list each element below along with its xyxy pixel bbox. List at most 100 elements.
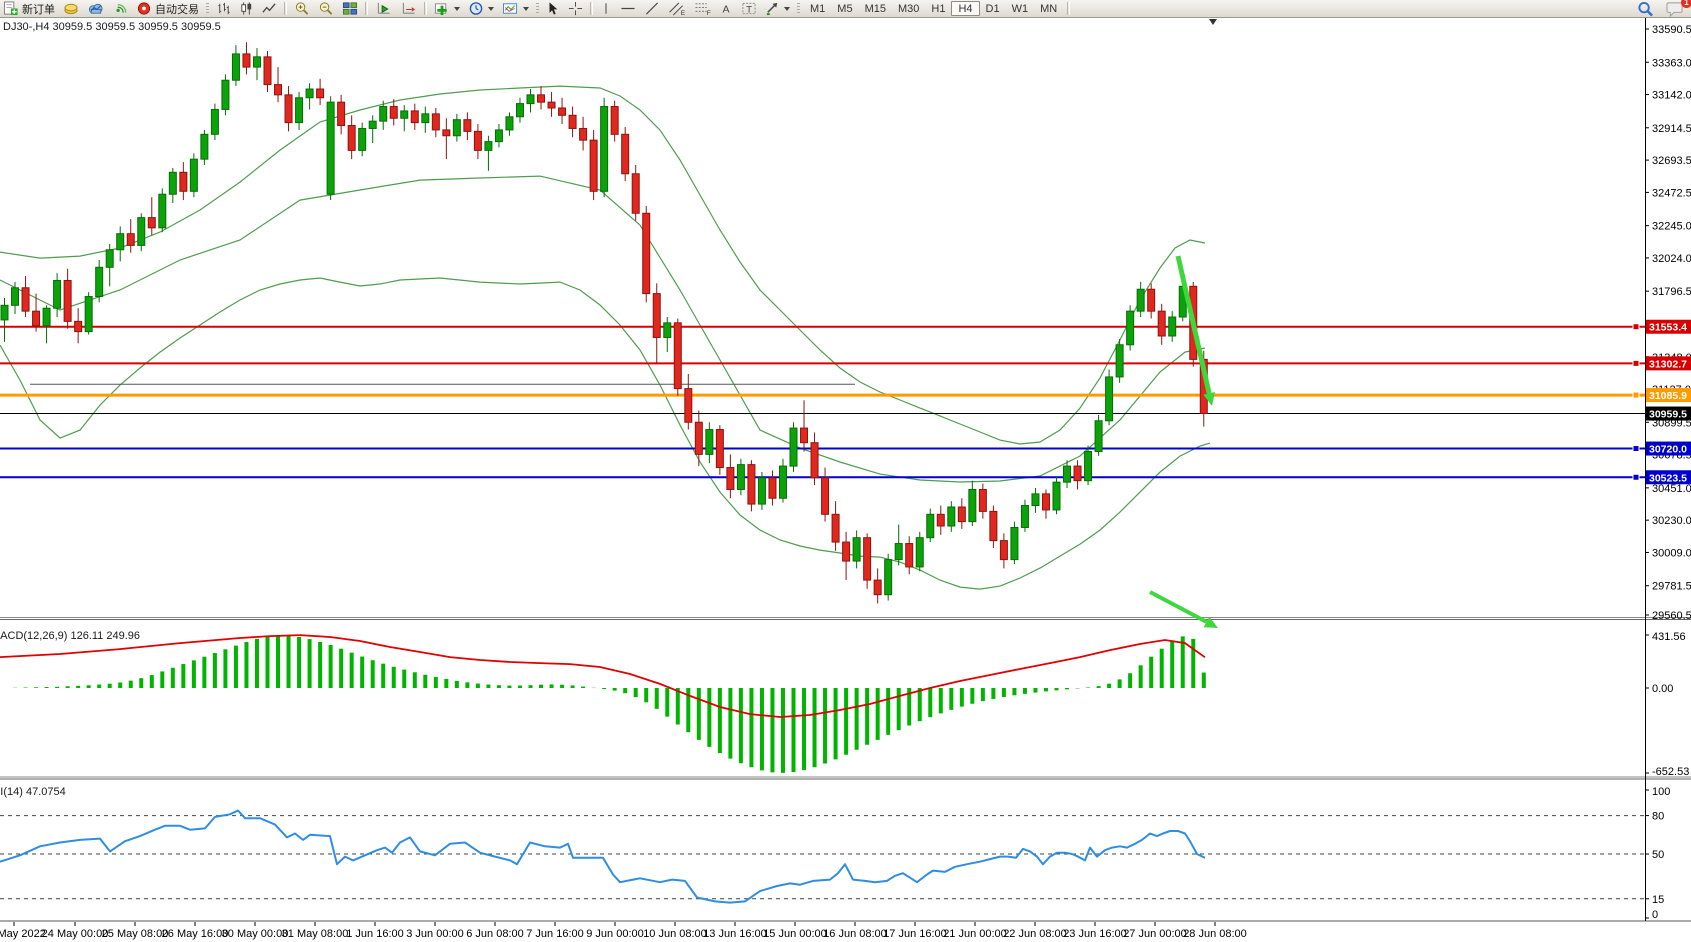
- text-label-icon: T: [742, 2, 756, 14]
- hline-marker[interactable]: [1632, 323, 1640, 331]
- text-button[interactable]: A: [717, 1, 736, 16]
- candle-body: [295, 97, 304, 124]
- candle-body: [389, 106, 398, 119]
- tf-button-M15[interactable]: M15: [864, 2, 886, 15]
- candle-body: [789, 427, 798, 467]
- candle-body: [1020, 505, 1029, 528]
- candle-body: [158, 193, 167, 229]
- dropdown-caret: [784, 6, 790, 11]
- vertical-line-button[interactable]: [597, 1, 615, 16]
- tf-button-W1[interactable]: W1: [1011, 2, 1029, 15]
- date-tick-label: 3 Jun 00:00: [406, 928, 464, 940]
- tf-button-H4[interactable]: H4: [951, 1, 980, 16]
- arrows-button[interactable]: [762, 1, 793, 16]
- tf-button-D1[interactable]: D1: [985, 2, 1000, 15]
- candle-body: [621, 133, 630, 175]
- candle-body: [189, 158, 198, 192]
- candle-body: [1041, 493, 1050, 511]
- price-badge: [1646, 406, 1691, 421]
- candle-body: [400, 110, 409, 119]
- candle-body: [473, 130, 482, 151]
- zoom-out-button[interactable]: [315, 1, 337, 16]
- chart-shift-button[interactable]: [397, 1, 420, 16]
- candle-body: [210, 108, 219, 135]
- channel-icon: E: [669, 2, 686, 16]
- line-chart-button[interactable]: [259, 1, 280, 16]
- candle-body: [642, 212, 651, 295]
- trend-arrow[interactable]: [1175, 255, 1212, 394]
- candle-body: [515, 103, 524, 118]
- candle-body: [926, 513, 935, 539]
- macd-tick-label: 431.56: [1652, 631, 1686, 643]
- candle-body: [347, 125, 356, 151]
- candle-body: [1094, 420, 1103, 452]
- tile-windows-button[interactable]: [339, 1, 361, 16]
- market-watch-button[interactable]: [84, 1, 107, 16]
- autotrading-button[interactable]: 自动交易: [133, 1, 202, 16]
- indicators-button[interactable]: [431, 1, 463, 16]
- price-badge-label: 30720.0: [1649, 444, 1687, 456]
- auto-scroll-button[interactable]: [372, 1, 395, 16]
- candle-body: [1147, 288, 1156, 312]
- rsi-tick-label: 15: [1652, 894, 1664, 906]
- crosshair-button[interactable]: [565, 1, 586, 16]
- hline-marker[interactable]: [1632, 445, 1640, 453]
- tf-button-H1[interactable]: H1: [931, 2, 946, 15]
- candle-body: [274, 84, 283, 96]
- periods-button[interactable]: [465, 1, 497, 16]
- candle-body: [231, 53, 240, 81]
- tf-button-M1[interactable]: M1: [810, 2, 826, 15]
- hline-marker[interactable]: [1632, 391, 1640, 399]
- chat-button[interactable]: 1: [1663, 0, 1691, 17]
- candle-body: [684, 388, 693, 423]
- trendline-button[interactable]: [641, 1, 663, 16]
- candle-body: [263, 56, 272, 86]
- toolbar-separator: [365, 2, 368, 15]
- price-badge: [1646, 470, 1691, 485]
- date-tick-label: 16 Jun 08:00: [823, 928, 887, 940]
- candlestick-chart-button[interactable]: [236, 1, 257, 16]
- tf-button-MN[interactable]: MN: [1040, 2, 1058, 15]
- hline-marker[interactable]: [1632, 473, 1640, 481]
- trend-arrow-head[interactable]: [1203, 392, 1215, 406]
- candle-body: [989, 510, 998, 542]
- new-order-button[interactable]: 新订单: [0, 1, 58, 16]
- fibonacci-button[interactable]: F: [691, 1, 715, 16]
- cloud-chart-icon: [88, 3, 103, 14]
- chart-shift-marker[interactable]: [1209, 19, 1217, 25]
- price-tick-label: 30451.0: [1652, 483, 1691, 495]
- deposit-button[interactable]: [60, 1, 82, 16]
- candle-body: [600, 106, 609, 192]
- search-button[interactable]: [1634, 1, 1657, 16]
- hline-marker[interactable]: [1632, 359, 1640, 367]
- zoom-in-button[interactable]: [291, 1, 313, 16]
- candle-body: [757, 477, 766, 505]
- candle-body: [116, 233, 125, 251]
- date-tick-label: 22 Jun 08:00: [1003, 928, 1067, 940]
- indicators-icon: [434, 3, 447, 16]
- candle-body: [21, 287, 30, 312]
- signals-button[interactable]: [109, 1, 131, 16]
- candle-body: [84, 296, 93, 333]
- tile-windows-icon: [342, 2, 358, 15]
- tf-button-M30[interactable]: M30: [897, 2, 920, 15]
- date-tick-label: 30 May 00:00: [222, 928, 289, 940]
- templates-button[interactable]: [499, 1, 532, 16]
- trend-arrow-head[interactable]: [1203, 616, 1218, 628]
- cursor-button[interactable]: [543, 1, 563, 16]
- candle-body: [547, 101, 556, 109]
- macd-tick-label: -652.53: [1652, 766, 1689, 778]
- text-label-button[interactable]: T: [738, 1, 760, 16]
- trend-arrow[interactable]: [1149, 590, 1208, 624]
- equidistant-channel-button[interactable]: E: [665, 1, 689, 16]
- macd-signal-line: [0, 634, 1206, 718]
- bar-chart-button[interactable]: [213, 1, 234, 16]
- price-tick-label: 33142.0: [1652, 90, 1691, 102]
- horizontal-line-button[interactable]: [617, 1, 639, 16]
- candle-body: [74, 320, 83, 333]
- tf-button-M5[interactable]: M5: [837, 2, 853, 15]
- candle-body: [32, 310, 41, 327]
- candle-body: [1157, 310, 1166, 337]
- timeframe-group: M1 M5 M15 M30 H1 H4 D1 W1 MN: [804, 1, 1063, 16]
- chart-canvas[interactable]: 33590.5 33363.0 33142.0 32914.5 32693.5 32472…: [0, 18, 1691, 942]
